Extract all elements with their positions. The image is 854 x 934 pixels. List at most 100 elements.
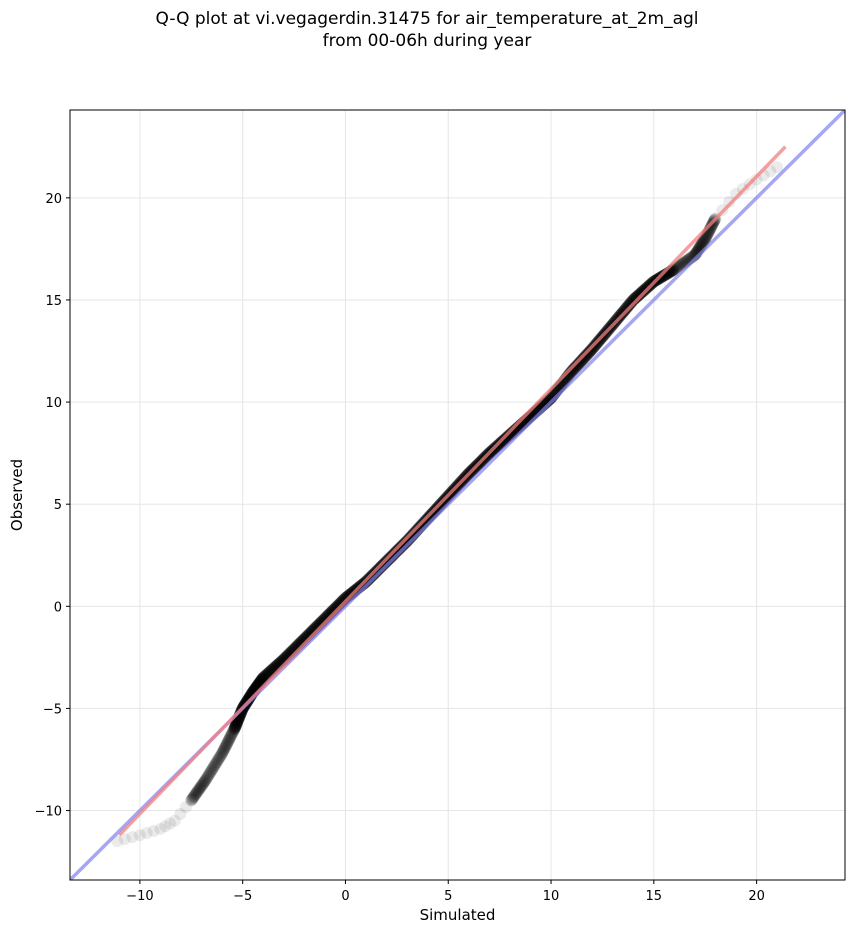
qq-point <box>705 220 718 233</box>
chart-title: Q-Q plot at vi.vegagerdin.31475 for air_… <box>155 9 699 29</box>
axis-ticks: −10 −5 0 5 10 15 20 −10 −5 0 5 10 15 20 <box>35 192 765 904</box>
qq-point <box>186 793 199 806</box>
fit-line <box>118 145 787 837</box>
qq-point <box>582 346 595 359</box>
qq-point <box>697 235 710 248</box>
qq-point <box>764 165 777 178</box>
qq-point <box>500 431 513 444</box>
qq-point <box>186 792 199 805</box>
qq-point <box>205 765 218 778</box>
qq-point <box>226 726 239 739</box>
qq-point <box>619 303 632 316</box>
qq-point <box>570 360 583 373</box>
qq-point <box>198 775 211 788</box>
x-tick-label: 20 <box>748 889 765 904</box>
qq-point <box>214 750 227 763</box>
qq-point <box>213 751 226 764</box>
qq-point <box>222 733 235 746</box>
qq-point <box>202 769 215 782</box>
qq-point <box>126 831 139 844</box>
qq-point <box>577 352 590 365</box>
qq-point <box>671 260 684 273</box>
qq-point <box>206 762 219 775</box>
qq-point <box>234 706 247 719</box>
qq-point <box>220 739 233 752</box>
reference-lines <box>70 110 845 880</box>
qq-point <box>225 728 238 741</box>
qq-point <box>211 754 224 767</box>
qq-point <box>199 773 212 786</box>
qq-point <box>190 786 203 799</box>
qq-point <box>229 719 242 732</box>
qq-point <box>179 801 192 814</box>
x-axis-label: Simulated <box>420 906 496 924</box>
qq-point <box>636 285 649 298</box>
qq-point <box>212 753 225 766</box>
qq-point <box>221 736 234 749</box>
qq-point <box>216 746 229 759</box>
qq-point <box>228 722 241 735</box>
chart-subtitle: from 00-06h during year <box>322 31 532 51</box>
qq-point <box>225 729 238 742</box>
qq-point <box>195 779 208 792</box>
qq-point <box>118 833 131 846</box>
qq-point <box>215 748 228 761</box>
y-tick-label: −5 <box>43 702 62 717</box>
qq-point <box>147 824 160 837</box>
qq-point <box>579 350 592 363</box>
qq-point <box>201 770 214 783</box>
qq-point <box>623 298 636 311</box>
x-tick-label: −5 <box>233 889 252 904</box>
qq-point <box>133 829 146 842</box>
qq-point <box>569 361 582 374</box>
qq-point <box>200 772 213 785</box>
qq-point <box>210 756 223 769</box>
qq-point <box>217 744 230 757</box>
x-tick-label: 10 <box>543 889 560 904</box>
qq-point <box>571 359 584 372</box>
qq-point <box>194 780 207 793</box>
qq-point <box>620 302 633 315</box>
grid-lines <box>70 110 845 880</box>
qq-point <box>573 356 586 369</box>
qq-point <box>209 757 222 770</box>
qq-point <box>575 354 588 367</box>
qq-point <box>191 785 204 798</box>
qq-point <box>189 788 202 801</box>
y-axis-label: Observed <box>8 459 26 531</box>
qq-point <box>219 740 232 753</box>
y-tick-label: −10 <box>35 805 62 820</box>
qq-point <box>204 766 217 779</box>
qq-point <box>750 173 763 186</box>
qq-point <box>187 790 200 803</box>
qq-point <box>699 232 712 245</box>
qq-point <box>188 789 201 802</box>
qq-point <box>227 724 240 737</box>
qq-point <box>499 432 512 445</box>
qq-point <box>630 290 643 303</box>
x-tick-label: 15 <box>646 889 663 904</box>
qq-point <box>583 345 596 358</box>
qq-point <box>208 759 221 772</box>
qq-point <box>206 763 219 776</box>
qq-point <box>631 289 644 302</box>
qq-point <box>230 718 243 731</box>
qq-point <box>634 287 647 300</box>
qq-point <box>164 817 177 830</box>
qq-point <box>696 237 709 250</box>
qq-point <box>696 236 709 249</box>
qq-point <box>159 820 172 833</box>
qq-point <box>229 720 242 733</box>
qq-point <box>580 349 593 362</box>
qq-point <box>222 735 235 748</box>
qq-point <box>193 782 206 795</box>
qq-point <box>698 233 711 246</box>
qq-point <box>207 760 220 773</box>
y-tick-label: 10 <box>45 396 62 411</box>
qq-point <box>723 195 736 208</box>
qq-point <box>656 270 669 283</box>
qq-point <box>220 737 233 750</box>
y-tick-label: 0 <box>54 600 62 615</box>
qq-point <box>174 807 187 820</box>
